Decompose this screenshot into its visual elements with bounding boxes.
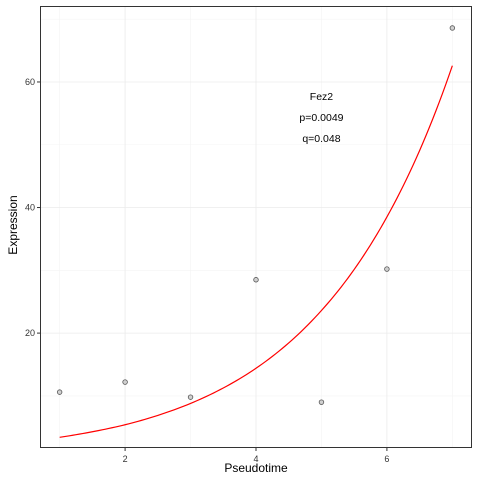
annotation-p-value: p=0.0049 xyxy=(299,112,343,124)
fit-curve-group xyxy=(59,65,453,438)
axes: 2 4 6 20 40 60 xyxy=(25,77,389,464)
y-tick-label: 20 xyxy=(25,328,35,338)
annotation-gene: Fez2 xyxy=(310,91,334,103)
fit-curve xyxy=(59,65,453,438)
x-tick-label: 4 xyxy=(253,454,258,464)
data-point xyxy=(449,25,456,31)
data-point xyxy=(187,394,194,400)
grid-lines xyxy=(40,6,472,448)
annotation-q-value: q=0.048 xyxy=(302,133,340,145)
panel-border xyxy=(40,6,472,448)
data-point xyxy=(384,266,390,272)
y-tick-label: 40 xyxy=(25,203,35,213)
data-points xyxy=(56,25,456,405)
y-tick-label: 60 xyxy=(25,77,35,87)
x-axis-title: Pseudotime xyxy=(224,461,288,475)
x-tick-label: 6 xyxy=(384,454,389,464)
x-tick-label: 2 xyxy=(123,454,128,464)
data-point xyxy=(253,277,259,283)
data-point xyxy=(122,379,128,385)
data-point xyxy=(318,399,325,405)
y-axis-title: Expression xyxy=(6,195,20,254)
annotation-group: Fez2 p=0.0049 q=0.048 xyxy=(299,91,343,145)
data-point xyxy=(56,389,63,395)
